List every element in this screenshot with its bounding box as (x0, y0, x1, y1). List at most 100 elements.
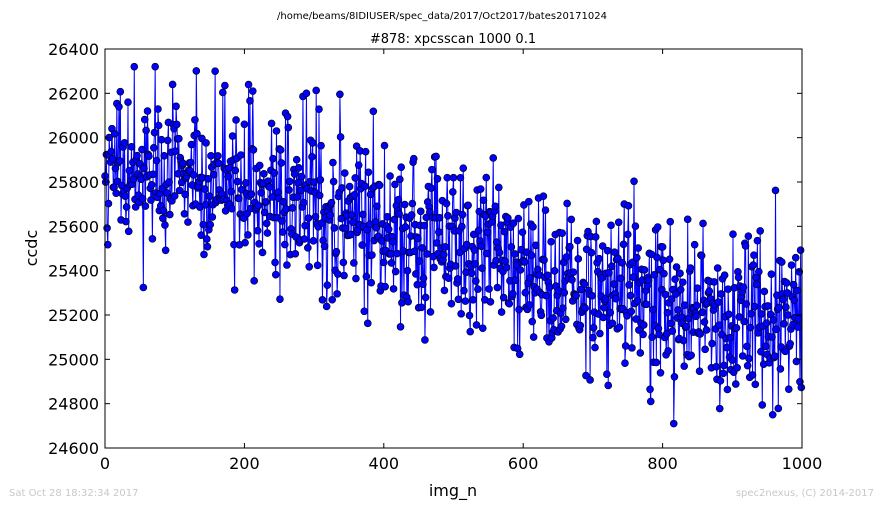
data-point (228, 132, 237, 140)
data-point (489, 154, 498, 162)
y-axis-label: ccdc (22, 230, 41, 267)
data-point (435, 213, 444, 222)
data-point (122, 203, 131, 211)
data-point (478, 264, 486, 272)
data-point (667, 319, 675, 328)
data-point (646, 385, 654, 394)
data-point (758, 401, 767, 409)
data-point (744, 232, 753, 240)
data-point (142, 126, 150, 135)
data-point (175, 186, 184, 195)
data-point (284, 123, 293, 132)
data-point (743, 342, 751, 351)
data-point (469, 296, 477, 304)
x-axis-label: img_n (429, 481, 477, 501)
data-point (277, 159, 286, 167)
data-point (630, 177, 638, 186)
data-point (696, 330, 705, 338)
data-point (300, 235, 309, 243)
data-point (500, 227, 509, 236)
data-point (568, 276, 576, 284)
data-point (610, 280, 618, 288)
data-point (184, 218, 192, 226)
data-point (159, 214, 167, 223)
y-tick-label: 24600 (48, 439, 99, 458)
data-point (249, 146, 258, 154)
data-point (270, 169, 279, 177)
data-point (327, 198, 336, 207)
data-point (149, 143, 158, 152)
data-point (172, 120, 181, 129)
data-point (386, 172, 394, 180)
data-point (444, 274, 453, 282)
data-point (103, 240, 112, 249)
data-point (418, 244, 426, 252)
data-point (367, 278, 376, 287)
data-point (751, 380, 760, 389)
data-point (265, 183, 274, 191)
data-point (154, 121, 163, 130)
data-point (186, 158, 195, 167)
data-point (529, 223, 537, 231)
data-point (310, 178, 318, 186)
data-point (795, 268, 804, 276)
data-point (558, 229, 567, 238)
data-point (576, 321, 585, 330)
data-point (440, 286, 449, 295)
data-point (328, 295, 337, 304)
data-point (145, 152, 153, 160)
data-point (761, 342, 770, 351)
data-point (332, 247, 341, 256)
data-point (720, 361, 728, 370)
data-point (715, 321, 723, 329)
data-point (241, 179, 250, 187)
data-point (297, 172, 306, 181)
data-point (777, 258, 786, 266)
data-point (604, 381, 613, 390)
data-point (359, 210, 367, 219)
data-point (419, 274, 428, 283)
data-point (439, 250, 448, 259)
data-point (140, 115, 149, 124)
data-point (271, 270, 280, 279)
data-point (389, 237, 397, 246)
data-point (767, 270, 776, 278)
data-point (669, 419, 678, 428)
data-point (181, 190, 189, 199)
data-point (794, 323, 802, 331)
data-point (179, 159, 187, 168)
y-tick-label: 25200 (48, 306, 99, 325)
data-point (642, 300, 651, 309)
data-point (379, 258, 388, 267)
data-point (241, 238, 249, 247)
data-point (320, 242, 329, 251)
data-point (423, 250, 431, 258)
data-point (679, 278, 687, 287)
data-point (710, 278, 718, 286)
data-point (301, 221, 309, 230)
data-point (470, 246, 479, 254)
data-point (724, 285, 732, 293)
data-point (502, 263, 511, 272)
data-point (491, 202, 500, 211)
y-tick-label: 26400 (48, 40, 99, 59)
data-point (735, 313, 744, 321)
data-point (768, 410, 777, 419)
data-point (124, 227, 133, 236)
data-point (674, 306, 682, 314)
data-point (734, 273, 743, 282)
data-point (591, 233, 600, 241)
data-point (529, 333, 538, 341)
data-point (192, 67, 201, 75)
data-point (586, 376, 594, 384)
data-point (509, 219, 518, 228)
data-point (752, 280, 761, 289)
data-point (705, 287, 714, 295)
data-point (458, 222, 466, 231)
data-point (722, 343, 731, 352)
data-point (497, 221, 505, 229)
data-point (497, 308, 506, 316)
data-point (540, 256, 548, 264)
data-point (428, 165, 436, 174)
